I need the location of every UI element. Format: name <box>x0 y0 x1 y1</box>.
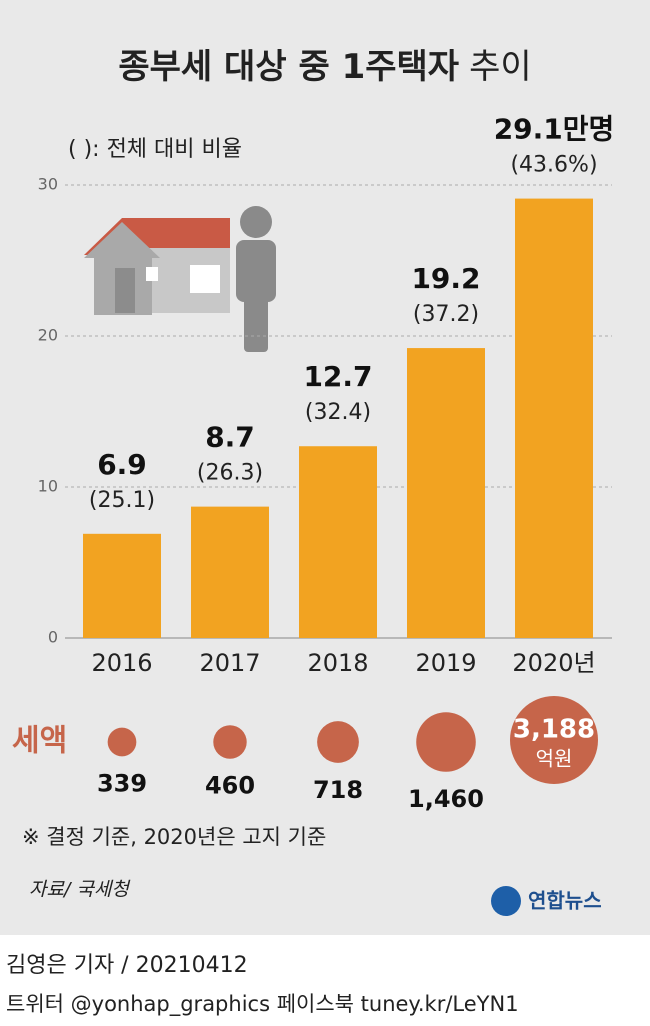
title-main: 종부세 대상 중 1주택자 <box>118 47 459 87</box>
y-tick-label: 0 <box>48 628 58 647</box>
bar <box>191 506 269 638</box>
ratio-label: (32.4) <box>305 400 371 425</box>
chart-title: 종부세 대상 중 1주택자 추이 <box>118 47 531 87</box>
tax-unit: 억원 <box>536 747 573 771</box>
footnote: ※ 결정 기준, 2020년은 고지 기준 <box>22 825 326 849</box>
x-tick-label: 2019 <box>415 649 476 677</box>
y-tick-label: 30 <box>38 175 58 194</box>
bar <box>83 533 161 638</box>
tax-bubble <box>317 721 359 763</box>
tax-bubble <box>510 696 598 784</box>
ratio-label: (43.6%) <box>510 153 597 178</box>
value-label: 6.9 <box>97 448 147 481</box>
byline: 김영은 기자 / 20210412 <box>6 953 248 978</box>
tax-bubble <box>213 725 247 759</box>
value-label: 19.2 <box>411 262 480 295</box>
tax-label: 339 <box>97 769 147 797</box>
y-tick-label: 20 <box>38 326 58 345</box>
x-tick-label: 2018 <box>307 649 368 677</box>
value-label: 12.7 <box>303 360 372 393</box>
tax-bubble <box>107 727 137 757</box>
tax-label: 460 <box>205 772 255 800</box>
title-suffix: 추이 <box>469 47 532 87</box>
logo-icon <box>491 886 521 916</box>
logo: 연합뉴스 <box>528 889 602 913</box>
value-label: 8.7 <box>205 421 255 454</box>
source: 자료/ 국세청 <box>29 879 131 901</box>
tax-label: 3,188 <box>513 715 595 745</box>
illustration <box>84 206 276 352</box>
tax-title: 세액 <box>12 724 67 759</box>
ratio-label: (26.3) <box>197 461 263 486</box>
ratio-note: ( ): 전체 대비 비율 <box>68 137 242 162</box>
y-tick-label: 10 <box>38 477 58 496</box>
x-tick-label: 2016 <box>91 649 152 677</box>
bar <box>407 348 485 638</box>
tax-label: 718 <box>313 776 363 804</box>
bar <box>515 198 593 638</box>
ratio-label: (37.2) <box>413 302 479 327</box>
value-label: 29.1만명 <box>494 113 615 146</box>
tax-label: 1,460 <box>408 785 484 813</box>
x-tick-label: 2020년 <box>512 649 595 677</box>
ratio-label: (25.1) <box>89 488 155 513</box>
tax-bubble <box>416 712 476 772</box>
bar <box>299 446 377 638</box>
x-tick-label: 2017 <box>199 649 260 677</box>
social: 트위터 @yonhap_graphics 페이스북 tuney.kr/LeYN1 <box>6 992 519 1017</box>
